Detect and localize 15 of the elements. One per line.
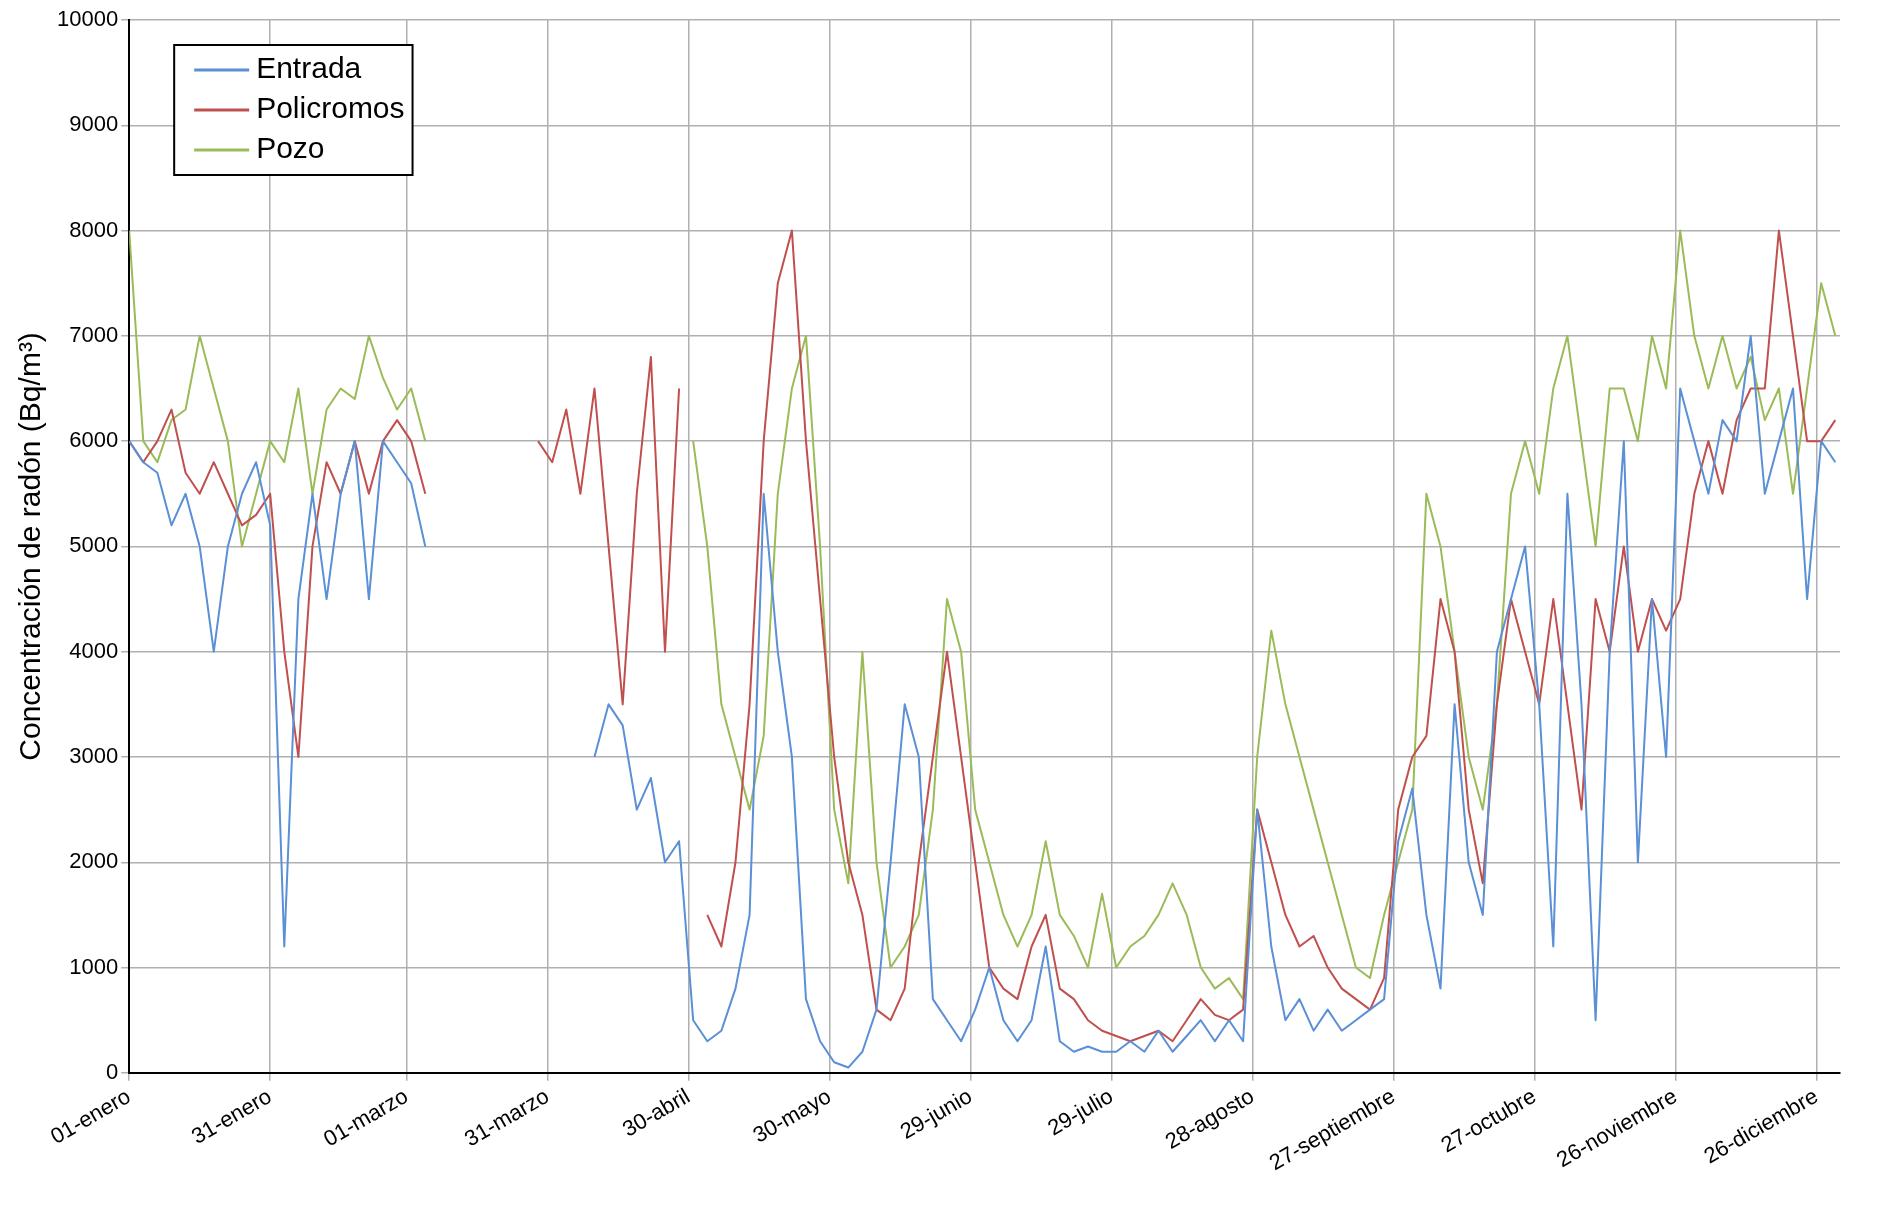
- y-axis-title: Concentración de radón (Bq/m³): [13, 332, 47, 761]
- legend-label: Entrada: [256, 51, 362, 85]
- y-tick-label: 4000: [69, 637, 119, 663]
- y-tick-label: 0: [105, 1058, 119, 1084]
- y-tick-label: 5000: [69, 532, 119, 558]
- legend-label: Policromos: [256, 91, 405, 125]
- y-tick-label: 6000: [69, 427, 119, 453]
- y-tick-label: 8000: [69, 216, 119, 242]
- y-tick-label: 10000: [56, 6, 119, 32]
- legend-label: Pozo: [256, 131, 325, 165]
- y-tick-label: 1000: [69, 953, 119, 979]
- y-tick-label: 7000: [69, 321, 119, 347]
- y-tick-label: 2000: [69, 848, 119, 874]
- y-tick-label: 9000: [69, 111, 119, 137]
- y-tick-label: 3000: [69, 743, 119, 769]
